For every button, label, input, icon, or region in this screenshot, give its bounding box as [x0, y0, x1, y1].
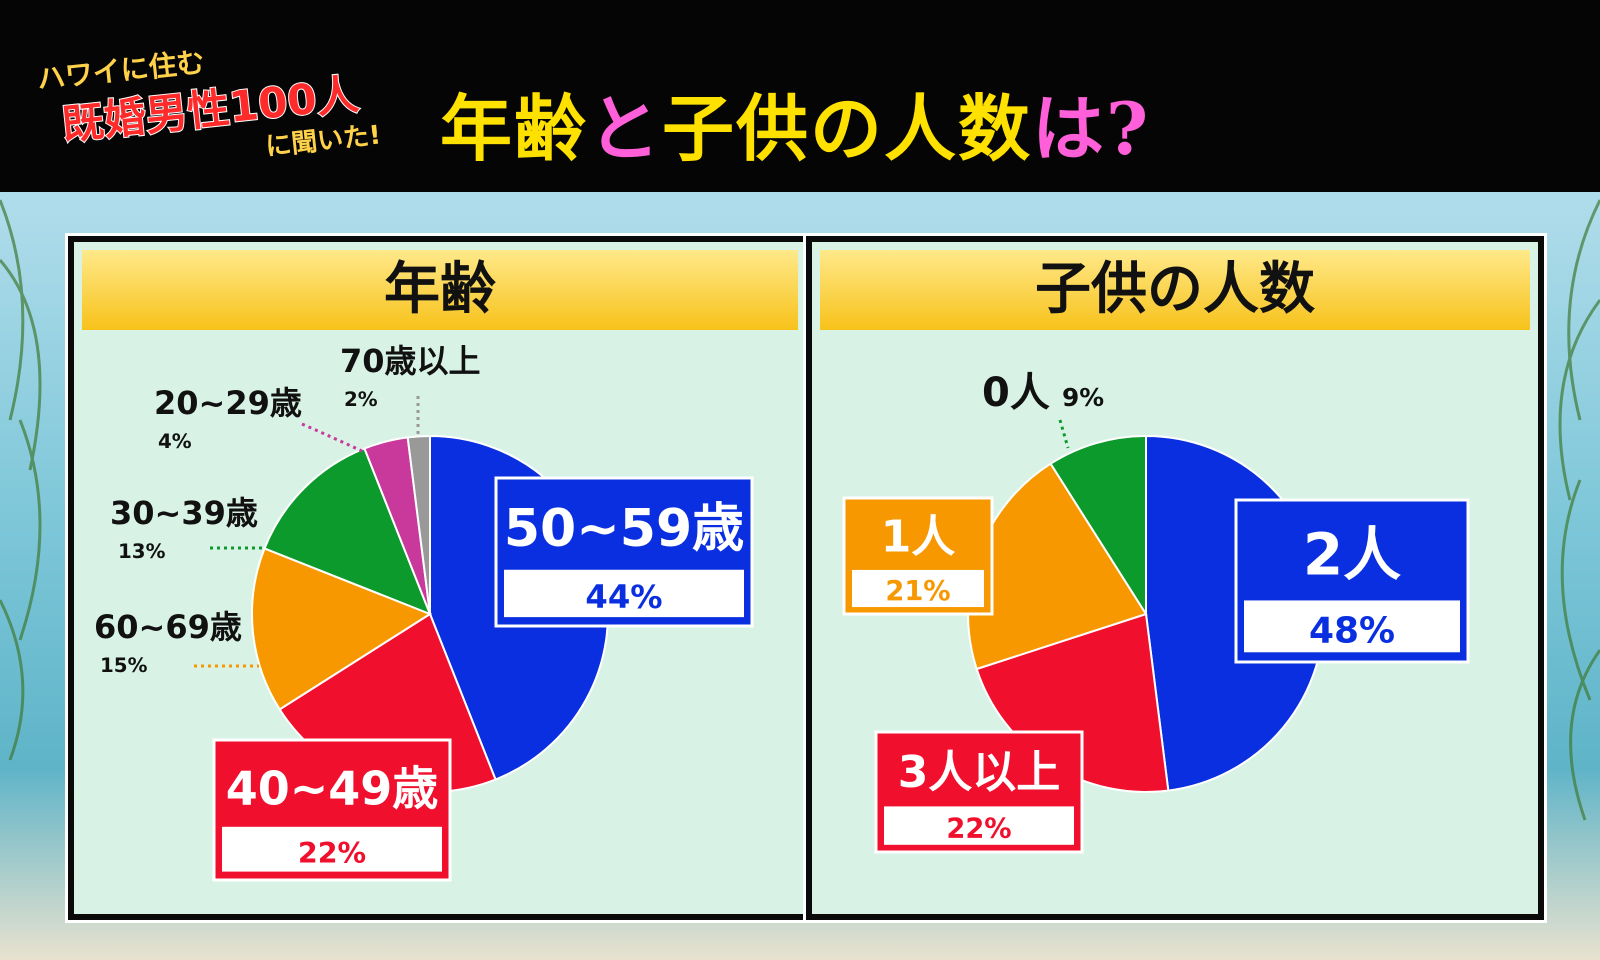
- age-panel: 年齢 50~59歳 44% 40~49歳 22% 60~69歳 15% 30~39歳 13% 2…: [68, 236, 812, 920]
- kids-value-box-1: [884, 806, 1074, 845]
- age-value-label-4: 4%: [158, 430, 192, 453]
- children-panel-title: 子供の人数: [820, 250, 1530, 330]
- title-part-question: は?: [1032, 86, 1151, 171]
- kids-category-label-1: 3人以上: [898, 747, 1061, 798]
- age-leader-line-4: [301, 422, 365, 454]
- title-part-and: と: [588, 86, 663, 171]
- kids-value-label-3: 9%: [1062, 383, 1104, 412]
- children-panel: 子供の人数 2人 48% 3人以上 22% 1人 21% 0人 9%: [806, 236, 1544, 920]
- kids-category-label-3: 0人: [982, 370, 1050, 416]
- kids-value-box-2: [852, 569, 984, 608]
- age-pie-chart: 50~59歳 44% 40~49歳 22% 60~69歳 15% 30~39歳 13% 20~2…: [94, 342, 754, 882]
- kids-leader-line-3: [1058, 419, 1070, 449]
- main-title: 年齢と子供の人数は?: [440, 70, 1150, 175]
- kids-value-box-0: [1244, 600, 1460, 653]
- age-value-label-1: 22%: [298, 837, 366, 870]
- title-part-age: 年齢: [440, 86, 589, 171]
- age-value-label-0: 44%: [585, 578, 662, 616]
- age-value-label-5: 2%: [344, 388, 378, 411]
- age-slice-5: [406, 434, 431, 615]
- kids-category-label-0: 2人: [1303, 521, 1401, 589]
- age-slice-2: [251, 547, 433, 711]
- kids-value-label-1: 22%: [946, 814, 1011, 845]
- kids-slice-3: [1049, 434, 1147, 618]
- palm-leaves-right: [1558, 199, 1600, 821]
- age-category-label-0: 50~59歳: [504, 499, 744, 559]
- age-panel-title: 年齢: [82, 250, 798, 330]
- children-pie-chart: 2人 48% 3人以上 22% 1人 21% 0人 9%: [842, 370, 1470, 854]
- age-value-box-1: [222, 826, 442, 872]
- kids-value-label-0: 48%: [1309, 611, 1395, 652]
- age-category-label-3: 30~39歳: [110, 494, 258, 532]
- age-category-label-2: 60~69歳: [94, 608, 242, 646]
- kids-category-label-2: 1人: [881, 511, 956, 562]
- palm-leaves-left: [0, 199, 42, 761]
- kids-value-label-2: 21%: [885, 576, 950, 607]
- age-value-label-3: 13%: [118, 540, 166, 563]
- age-value-box-0: [504, 569, 744, 618]
- title-part-children: 子供の人数: [662, 86, 1033, 171]
- header-bar: ハワイに住む 既婚男性100人 に聞いた! 年齢と子供の人数は?: [0, 0, 1600, 192]
- age-slice-3: [263, 447, 432, 616]
- age-category-label-1: 40~49歳: [226, 761, 439, 815]
- age-category-label-5: 70歳以上: [340, 342, 481, 380]
- age-category-label-4: 20~29歳: [154, 384, 302, 422]
- age-value-label-2: 15%: [100, 654, 148, 677]
- survey-badge: ハワイに住む 既婚男性100人 に聞いた!: [35, 18, 425, 177]
